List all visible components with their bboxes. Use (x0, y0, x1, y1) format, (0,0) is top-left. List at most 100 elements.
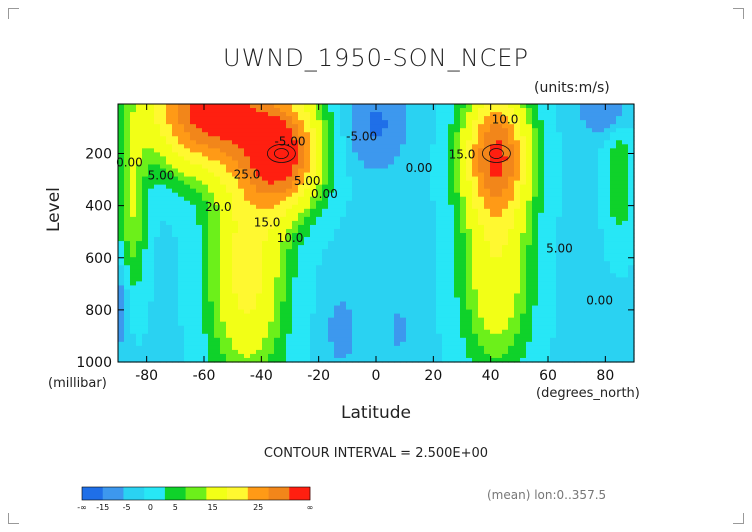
contour-cell (142, 208, 149, 214)
contour-cell (436, 273, 443, 278)
contour-cell (442, 265, 449, 270)
contour-cell (454, 261, 461, 266)
contour-cell (520, 233, 527, 238)
contour-cell (436, 200, 443, 206)
contour-cell (562, 160, 569, 166)
contour-cell (178, 188, 185, 194)
contour-cell (442, 353, 449, 359)
contour-cell (262, 164, 269, 170)
contour-cell (178, 212, 185, 218)
contour-cell (532, 208, 539, 214)
contour-cell (544, 281, 551, 287)
contour-cell (442, 228, 449, 234)
contour-cell (550, 293, 557, 299)
contour-cell (406, 164, 413, 170)
contour-cell (172, 108, 179, 113)
contour-cell (178, 196, 185, 202)
contour-cell (358, 140, 365, 145)
contour-cell (484, 184, 491, 190)
contour-cell (406, 357, 413, 363)
contour-cell (478, 317, 485, 323)
contour-cell (502, 224, 509, 230)
contour-cell (478, 228, 485, 234)
contour-cell (550, 120, 557, 125)
contour-cell (490, 345, 497, 351)
contour-cell (424, 333, 431, 339)
contour-cell (406, 241, 413, 246)
contour-cell (160, 216, 167, 222)
contour-cell (520, 216, 527, 222)
contour-cell (514, 333, 521, 339)
contour-cell (568, 309, 575, 315)
contour-cell (418, 204, 425, 210)
contour-cell (316, 128, 323, 133)
contour-cell (376, 148, 383, 153)
contour-cell (280, 120, 287, 125)
contour-cell (478, 357, 485, 363)
contour-cell (424, 208, 431, 214)
contour-cell (454, 184, 461, 190)
contour-cell (334, 164, 341, 170)
contour-cell (196, 249, 203, 254)
contour-cell (436, 301, 443, 307)
contour-cell (526, 329, 533, 335)
contour-cell (130, 180, 137, 186)
contour-cell (214, 285, 221, 291)
contour-cell (178, 297, 185, 303)
contour-cell (238, 273, 245, 278)
contour-cell (226, 172, 233, 178)
contour-cell (484, 305, 491, 311)
contour-cell (508, 245, 515, 250)
contour-cell (562, 341, 569, 347)
contour-cell (490, 261, 497, 266)
contour-cell (214, 325, 221, 331)
contour-cell (244, 196, 251, 202)
contour-cell (232, 164, 239, 170)
contour-cell (436, 216, 443, 222)
contour-cell (424, 277, 431, 282)
contour-cell (166, 172, 173, 178)
contour-cell (202, 164, 209, 170)
contour-cell (220, 132, 227, 137)
contour-cell (394, 301, 401, 307)
contour-cell (286, 148, 293, 153)
contour-cell (430, 297, 437, 303)
contour-cell (550, 325, 557, 331)
contour-cell (382, 220, 389, 226)
contour-cell (316, 353, 323, 359)
contour-cell (148, 116, 155, 121)
contour-cell (250, 204, 257, 210)
contour-cell (580, 180, 587, 186)
contour-cell (226, 265, 233, 270)
contour-cell (544, 136, 551, 141)
contour-cell (454, 325, 461, 331)
contour-cell (508, 120, 515, 125)
contour-cell (514, 257, 521, 262)
contour-cell (412, 261, 419, 266)
contour-cell (166, 204, 173, 210)
contour-cell (220, 233, 227, 238)
contour-cell (142, 265, 149, 270)
contour-cell (544, 192, 551, 198)
contour-cell (448, 200, 455, 206)
contour-cell (238, 148, 245, 153)
contour-cell (328, 233, 335, 238)
contour-cell (574, 357, 581, 363)
contour-cell (442, 180, 449, 186)
contour-cell (568, 349, 575, 355)
contour-cell (382, 253, 389, 258)
contour-cell (334, 309, 341, 315)
contour-cell (256, 132, 263, 137)
contour-cell (508, 112, 515, 117)
contour-cell (316, 245, 323, 250)
contour-cell (526, 148, 533, 153)
contour-cell (568, 289, 575, 295)
contour-cell (568, 277, 575, 282)
contour-cell (334, 184, 341, 190)
contour-cell (520, 152, 527, 158)
contour-cell (346, 357, 353, 363)
contour-cell (424, 285, 431, 291)
contour-cell (184, 301, 191, 307)
contour-cell (424, 132, 431, 137)
contour-cell (166, 313, 173, 319)
